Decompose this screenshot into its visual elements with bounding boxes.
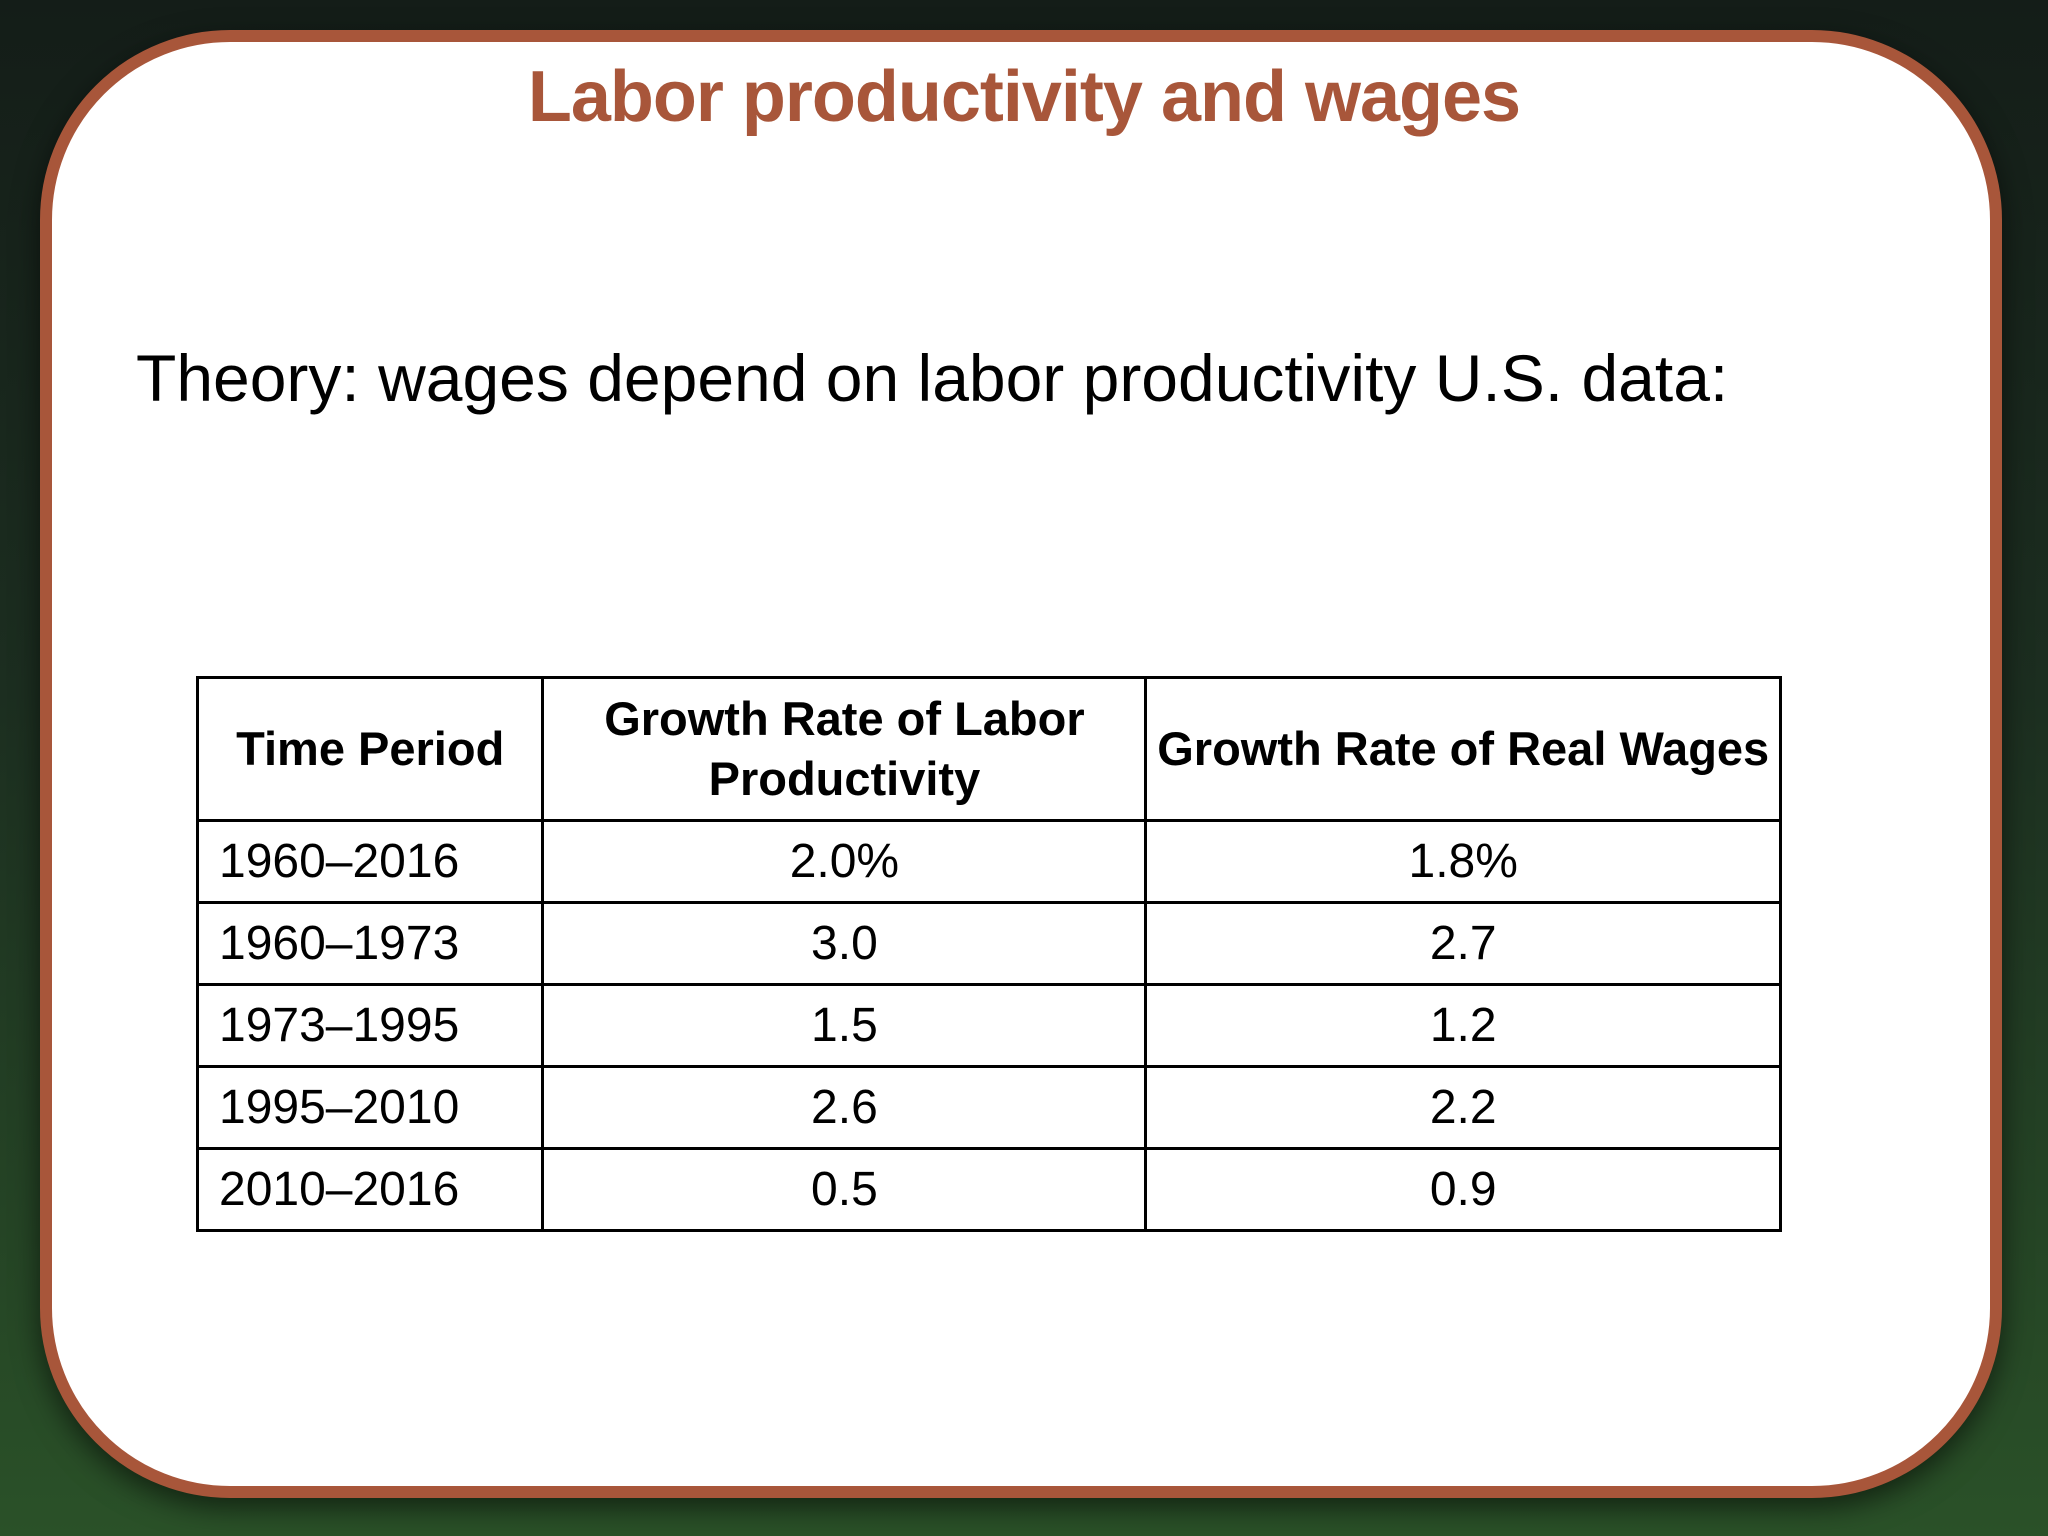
cell-productivity: 3.0 (541, 901, 1148, 986)
cell-period: 1995–2010 (195, 1065, 545, 1150)
cell-period: 2010–2016 (195, 1147, 545, 1232)
cell-productivity: 2.0% (541, 819, 1148, 904)
header-labor-productivity: Growth Rate of Labor Productivity (541, 676, 1148, 822)
cell-productivity: 2.6 (541, 1065, 1148, 1150)
cell-productivity: 0.5 (541, 1147, 1148, 1232)
table-row: 1960–2016 2.0% 1.8% (195, 819, 1782, 904)
cell-wages: 1.2 (1144, 983, 1782, 1068)
cell-period: 1960–1973 (195, 901, 545, 986)
cell-wages: 1.8% (1144, 819, 1782, 904)
cell-wages: 0.9 (1144, 1147, 1782, 1232)
slide-subtitle: Theory: wages depend on labor productivi… (136, 341, 1729, 415)
table-row: 1960–1973 3.0 2.7 (195, 901, 1782, 986)
cell-wages: 2.2 (1144, 1065, 1782, 1150)
cell-period: 1960–2016 (195, 819, 545, 904)
table-header-row: Time Period Growth Rate of Labor Product… (195, 676, 1782, 822)
header-real-wages: Growth Rate of Real Wages (1144, 676, 1782, 822)
table-row: 2010–2016 0.5 0.9 (195, 1147, 1782, 1232)
header-time-period: Time Period (195, 676, 545, 822)
cell-wages: 2.7 (1144, 901, 1782, 986)
cell-period: 1973–1995 (195, 983, 545, 1068)
table-row: 1995–2010 2.6 2.2 (195, 1065, 1782, 1150)
data-table: Time Period Growth Rate of Labor Product… (195, 676, 1782, 1232)
slide-title: Labor productivity and wages (527, 57, 1521, 137)
cell-productivity: 1.5 (541, 983, 1148, 1068)
table-row: 1973–1995 1.5 1.2 (195, 983, 1782, 1068)
